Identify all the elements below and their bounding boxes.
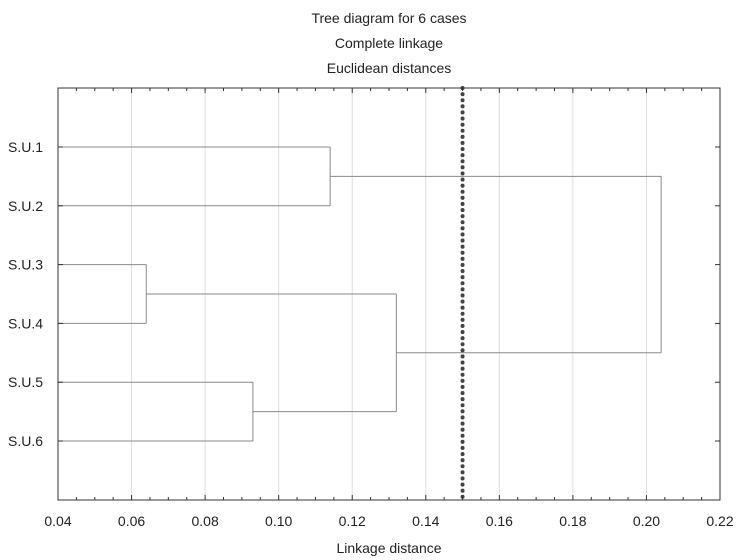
- x-tick-label: 0.14: [412, 513, 439, 529]
- title-line-2: Complete linkage: [335, 35, 443, 51]
- chart-title: Tree diagram for 6 cases Complete linkag…: [311, 10, 466, 76]
- x-tick-label: 0.16: [486, 513, 513, 529]
- x-tick-labels: 0.04 0.06 0.08 0.10 0.12 0.14 0.16 0.18 0.20 0.22: [44, 513, 733, 529]
- x-tick-label: 0.12: [339, 513, 366, 529]
- leaf-label: S.U.4: [8, 315, 43, 331]
- title-line-1: Tree diagram for 6 cases: [311, 10, 466, 26]
- leaf-label: S.U.2: [8, 198, 43, 214]
- leaf-label: S.U.6: [8, 433, 43, 449]
- x-tick-label: 0.20: [633, 513, 660, 529]
- leaf-label: S.U.5: [8, 374, 43, 390]
- x-axis-label: Linkage distance: [336, 540, 441, 556]
- leaf-labels: S.U.1 S.U.2 S.U.3 S.U.4 S.U.5 S.U.6: [8, 139, 43, 449]
- dendrogram-branches: [58, 146, 662, 442]
- leaf-label: S.U.1: [8, 139, 43, 155]
- x-tick-label: 0.08: [191, 513, 218, 529]
- x-tick-label: 0.06: [118, 513, 145, 529]
- title-line-3: Euclidean distances: [327, 60, 452, 76]
- x-tick-label: 0.18: [559, 513, 586, 529]
- axis-ticks: [57, 88, 721, 500]
- x-tick-label: 0.22: [706, 513, 733, 529]
- x-tick-label: 0.04: [44, 513, 71, 529]
- leaf-label: S.U.3: [8, 257, 43, 273]
- x-tick-label: 0.10: [265, 513, 292, 529]
